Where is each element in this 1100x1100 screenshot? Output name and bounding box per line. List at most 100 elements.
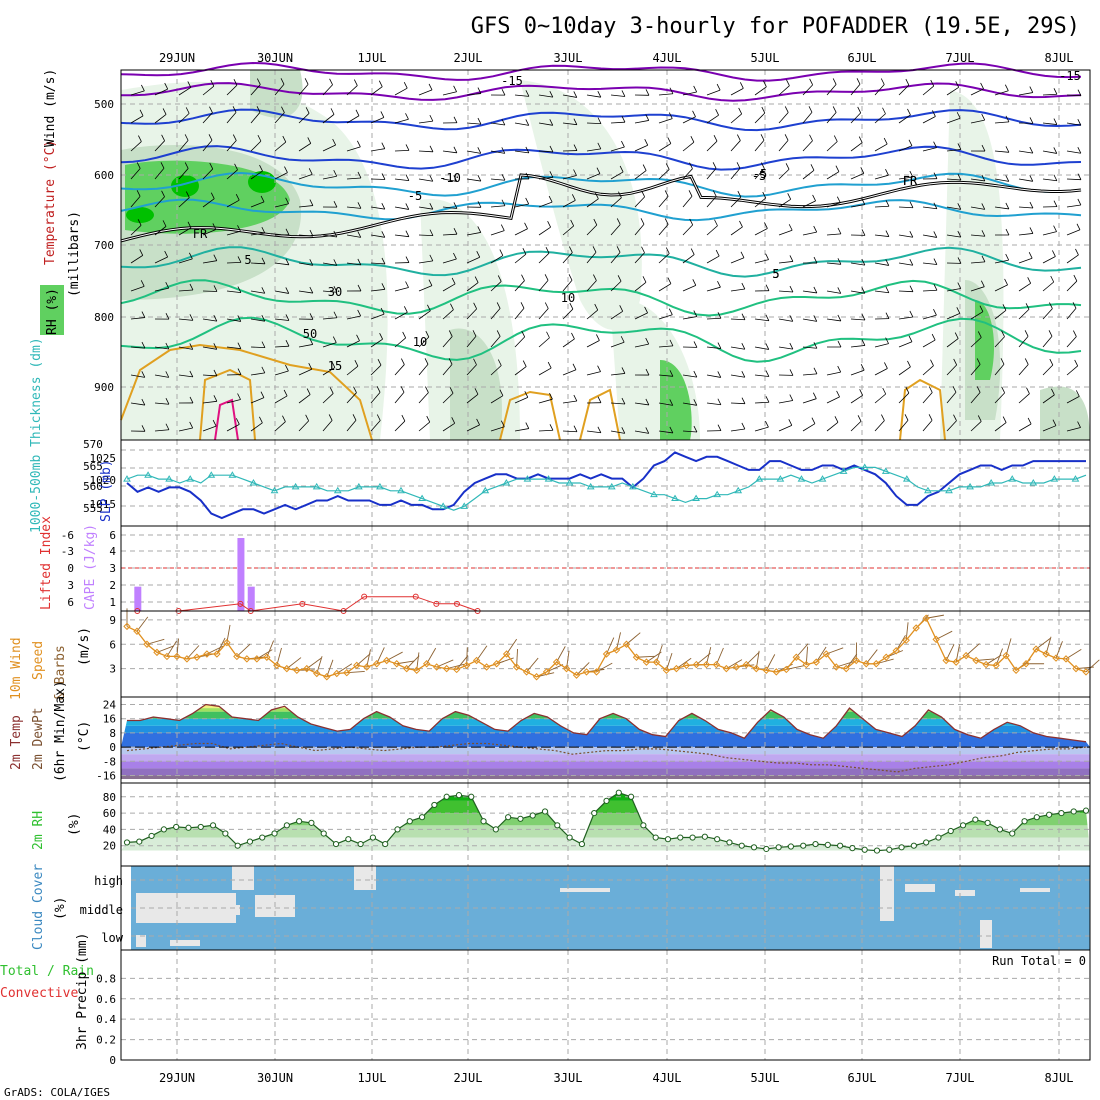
rh-2m-marker [554, 822, 561, 829]
upper-wind-barb [754, 168, 765, 180]
upper-wind-barb-flag [549, 119, 554, 126]
upper-wind-barb-flag [858, 136, 863, 143]
upper-wind-barb-flag [931, 333, 936, 341]
upper-wind-barb-flag [765, 370, 770, 377]
upper-wind-barb-flag [497, 359, 502, 366]
wind-speed-marker [712, 660, 721, 669]
rh-2m-marker [750, 844, 758, 851]
day-label-top: 2JUL [454, 51, 483, 65]
upper-wind-barb-flag [620, 336, 625, 343]
upper-wind-barb [802, 112, 813, 124]
wind-barb-10m [1035, 637, 1051, 650]
upper-wind-barb-flag [760, 134, 765, 141]
upper-wind-barb [1018, 423, 1032, 432]
upper-wind-barb-flag [596, 167, 601, 174]
upper-wind-barb-flag [212, 223, 217, 230]
upper-wind-barb-flag [357, 171, 362, 179]
wind-speed-marker [223, 638, 231, 647]
upper-wind-barb-flag [669, 339, 674, 347]
upper-wind-barb-flag [981, 174, 986, 182]
upper-wind-barb [874, 368, 888, 376]
upper-wind-barb-flag [381, 173, 386, 180]
upper-wind-barb-flag [283, 389, 288, 397]
upper-wind-barb-flag [285, 364, 289, 372]
upper-wind-barb [634, 343, 649, 348]
thickness-marker [312, 482, 321, 490]
rh-2m-marker [1082, 807, 1090, 814]
upper-wind-barb-flag [141, 371, 146, 378]
wind-barb-10m [556, 646, 566, 663]
pressure-tick: 800 [94, 311, 114, 324]
upper-wind-barb-flag [573, 91, 578, 98]
wind-speed-marker [802, 660, 810, 669]
cloud-patch [1020, 888, 1050, 892]
upper-wind-barb-flag [426, 415, 431, 423]
li-tick: -6 [61, 529, 74, 542]
wind-speed-marker [1022, 660, 1030, 668]
cloud-patch [180, 905, 240, 915]
upper-wind-barb-flag [429, 145, 434, 152]
wind-speed-marker [412, 666, 421, 674]
upper-wind-barb-flag [1029, 227, 1034, 234]
wind-speed-marker [662, 666, 671, 674]
upper-wind-barb-flag [309, 286, 314, 294]
upper-wind-barb-flag [1005, 175, 1010, 182]
upper-wind-barb-flag [162, 108, 167, 115]
cloud-patch [955, 890, 975, 896]
upper-wind-barb-flag [501, 118, 506, 126]
upper-wind-barb-flag [957, 230, 962, 238]
warm-contour [120, 343, 373, 441]
upper-wind-barb-flag [573, 169, 577, 176]
day-label-top: 29JUN [159, 51, 195, 65]
upper-wind-barb-flag [522, 360, 527, 367]
upper-wind-barb-flag [164, 250, 169, 258]
day-label-bottom: 2JUL [454, 1071, 483, 1085]
upper-wind-barb-flag [237, 368, 242, 375]
upper-wind-barb-flag [1005, 146, 1010, 153]
wind-barb-10m [376, 647, 385, 664]
thickness-marker [607, 482, 616, 490]
wind-barb-10m [306, 657, 322, 669]
upper-wind-barb [922, 147, 937, 152]
upper-wind-barb [562, 252, 573, 264]
rh-tick: 20 [103, 840, 116, 853]
upper-wind-barb [826, 396, 840, 404]
upper-wind-barb [202, 374, 217, 377]
thickness-marker [439, 502, 448, 509]
upper-wind-barb [706, 317, 722, 320]
upper-wind-barb-flag [308, 363, 313, 370]
upper-wind-barb [178, 289, 193, 292]
upper-wind-barb [610, 197, 622, 208]
upper-wind-barb [538, 308, 549, 320]
upper-wind-barb [682, 374, 697, 378]
upper-wind-barb-flag [789, 315, 794, 322]
upper-wind-barb [370, 338, 383, 348]
upper-wind-barb [754, 259, 769, 264]
day-label-bottom: 1JUL [358, 1071, 387, 1085]
upper-wind-barb [418, 178, 433, 182]
rh-2m-marker [935, 834, 942, 841]
thickness-marker [565, 479, 574, 486]
cape-bar [247, 586, 255, 611]
upper-wind-barb [610, 146, 625, 152]
upper-wind-barb [658, 253, 670, 264]
upper-wind-barb-flag [717, 398, 722, 405]
upper-wind-barb-flag [477, 147, 482, 154]
cloud-patch [170, 940, 200, 946]
wind-barb-10m [765, 654, 776, 671]
upper-wind-barb-flag [405, 230, 410, 237]
upper-wind-barb-flag [213, 285, 218, 292]
upper-wind-barb [178, 318, 193, 321]
upper-wind-barb [490, 365, 502, 376]
upper-wind-barb-flag [645, 398, 650, 406]
upper-wind-barb-flag [282, 135, 287, 143]
upper-wind-barb-flag [1053, 88, 1058, 95]
ylabel-slp: SLP (mb) [99, 459, 114, 522]
upper-wind-barb [178, 346, 193, 350]
upper-wind-barb-flag [928, 414, 933, 421]
upper-wind-barb-flag [165, 371, 170, 378]
upper-wind-barb [394, 420, 406, 432]
upper-wind-barb-flag [305, 414, 310, 422]
upper-wind-barb [370, 262, 385, 265]
wind-barb-10m [236, 643, 251, 657]
